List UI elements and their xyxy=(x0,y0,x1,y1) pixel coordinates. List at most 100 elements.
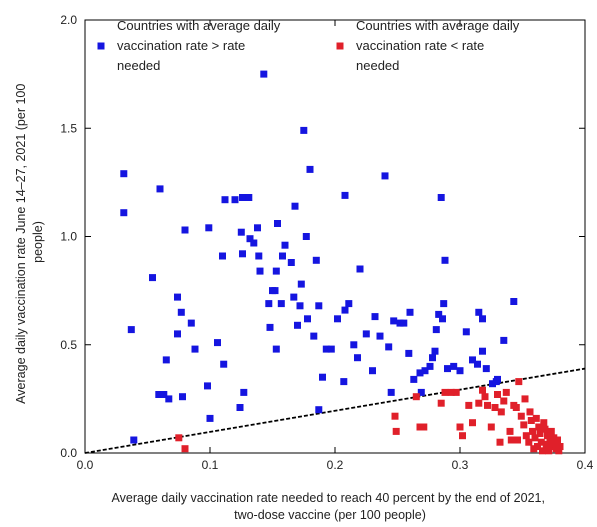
point-above-needed xyxy=(191,345,199,353)
point-above-needed xyxy=(219,252,226,260)
point-above-needed xyxy=(417,388,425,396)
x-axis-title: Average daily vaccination rate needed to… xyxy=(112,491,549,522)
point-above-needed xyxy=(327,345,335,353)
point-below-needed xyxy=(527,417,535,424)
point-below-needed xyxy=(487,423,495,431)
point-above-needed xyxy=(371,313,379,321)
point-above-needed xyxy=(494,375,501,383)
point-above-needed xyxy=(341,306,349,314)
axis-ticks xyxy=(84,19,586,454)
legend-label: vaccination rate > rate xyxy=(117,38,245,53)
point-above-needed xyxy=(239,250,246,258)
point-above-needed xyxy=(149,274,156,282)
point-above-needed xyxy=(381,172,389,180)
point-below-needed xyxy=(539,447,546,455)
x-tick-label: 0.2 xyxy=(327,458,344,472)
point-above-needed xyxy=(396,319,404,327)
point-above-needed xyxy=(250,239,258,247)
point-below-needed xyxy=(547,427,555,435)
point-above-needed xyxy=(271,287,279,295)
point-above-needed xyxy=(165,395,173,403)
point-above-needed xyxy=(174,293,181,301)
point-above-needed xyxy=(410,375,418,383)
point-above-needed xyxy=(354,354,361,362)
point-below-needed xyxy=(469,419,476,427)
point-below-needed xyxy=(441,388,449,396)
point-above-needed xyxy=(237,228,245,236)
point-above-needed xyxy=(390,317,398,325)
point-below-needed xyxy=(525,438,533,446)
legend-label: needed xyxy=(356,58,399,73)
point-below-needed xyxy=(546,438,554,446)
point-above-needed xyxy=(429,354,436,362)
point-below-needed xyxy=(530,445,538,453)
plot-frame xyxy=(84,19,586,454)
x-tick-label: 0.3 xyxy=(452,458,469,472)
point-below-needed xyxy=(484,401,491,409)
point-below-needed xyxy=(175,434,183,442)
point-above-needed xyxy=(400,319,408,327)
y-tick-label: 2.0 xyxy=(60,13,77,27)
point-above-needed xyxy=(462,328,470,336)
point-above-needed xyxy=(510,298,518,305)
point-below-needed xyxy=(534,443,541,450)
point-above-needed xyxy=(300,126,308,134)
point-below-needed xyxy=(542,440,550,448)
point-above-needed xyxy=(387,388,395,396)
point-above-needed xyxy=(310,332,318,340)
point-above-needed xyxy=(431,347,439,355)
legend-label: Countries with average daily xyxy=(356,18,520,33)
x-axis-title-line-2: two-dose vaccine (per 100 people) xyxy=(234,508,426,522)
point-below-needed xyxy=(532,414,540,422)
point-above-needed xyxy=(296,302,304,310)
y-tick-labels: 0.0 0.5 1.0 1.5 2.0 xyxy=(60,13,77,460)
x-axis-title-line-1: Average daily vaccination rate needed to… xyxy=(112,491,545,505)
point-above-needed xyxy=(255,252,263,260)
point-above-needed xyxy=(475,308,483,316)
point-below-needed xyxy=(517,412,525,420)
point-above-needed xyxy=(340,378,348,386)
point-above-needed xyxy=(231,196,239,204)
point-below-needed xyxy=(550,434,558,442)
point-below-needed xyxy=(541,425,549,433)
point-below-needed xyxy=(494,391,501,398)
point-above-needed xyxy=(406,308,414,316)
point-below-needed xyxy=(514,436,521,444)
y-axis-title-line-1: Average daily vaccination rate June 14–2… xyxy=(14,84,28,404)
point-above-needed xyxy=(287,259,295,266)
point-below-needed xyxy=(412,393,420,401)
point-above-needed xyxy=(421,367,429,375)
point-above-needed xyxy=(482,365,490,373)
point-above-needed xyxy=(369,367,376,375)
legend: Countries with average daily vaccination … xyxy=(97,18,520,73)
point-above-needed xyxy=(156,185,164,193)
point-above-needed xyxy=(214,339,221,347)
point-below-needed xyxy=(502,388,510,396)
point-below-needed xyxy=(479,386,486,394)
point-below-needed xyxy=(496,438,504,446)
point-below-needed xyxy=(181,445,189,453)
legend-label: vaccination rate < rate xyxy=(356,38,484,53)
point-above-needed xyxy=(416,369,424,377)
point-below-needed xyxy=(536,430,544,437)
point-below-needed xyxy=(556,443,564,450)
point-below-needed xyxy=(512,404,520,411)
point-above-needed xyxy=(306,165,314,173)
point-below-needed xyxy=(529,427,536,435)
point-above-needed xyxy=(281,241,289,249)
point-above-needed xyxy=(266,323,274,331)
y-tick-label: 0.0 xyxy=(60,446,77,460)
point-above-needed xyxy=(385,343,393,351)
point-above-needed xyxy=(155,391,163,398)
point-below-needed xyxy=(392,427,400,435)
x-tick-label: 0.0 xyxy=(77,458,94,472)
point-above-needed xyxy=(221,196,229,204)
point-below-needed xyxy=(540,419,548,427)
point-below-needed xyxy=(555,447,563,455)
point-below-needed xyxy=(506,427,514,435)
legend-label: Countries with average daily xyxy=(117,18,281,33)
point-below-needed xyxy=(481,393,489,401)
point-above-needed xyxy=(205,224,213,232)
y-tick-label: 1.5 xyxy=(60,121,77,135)
